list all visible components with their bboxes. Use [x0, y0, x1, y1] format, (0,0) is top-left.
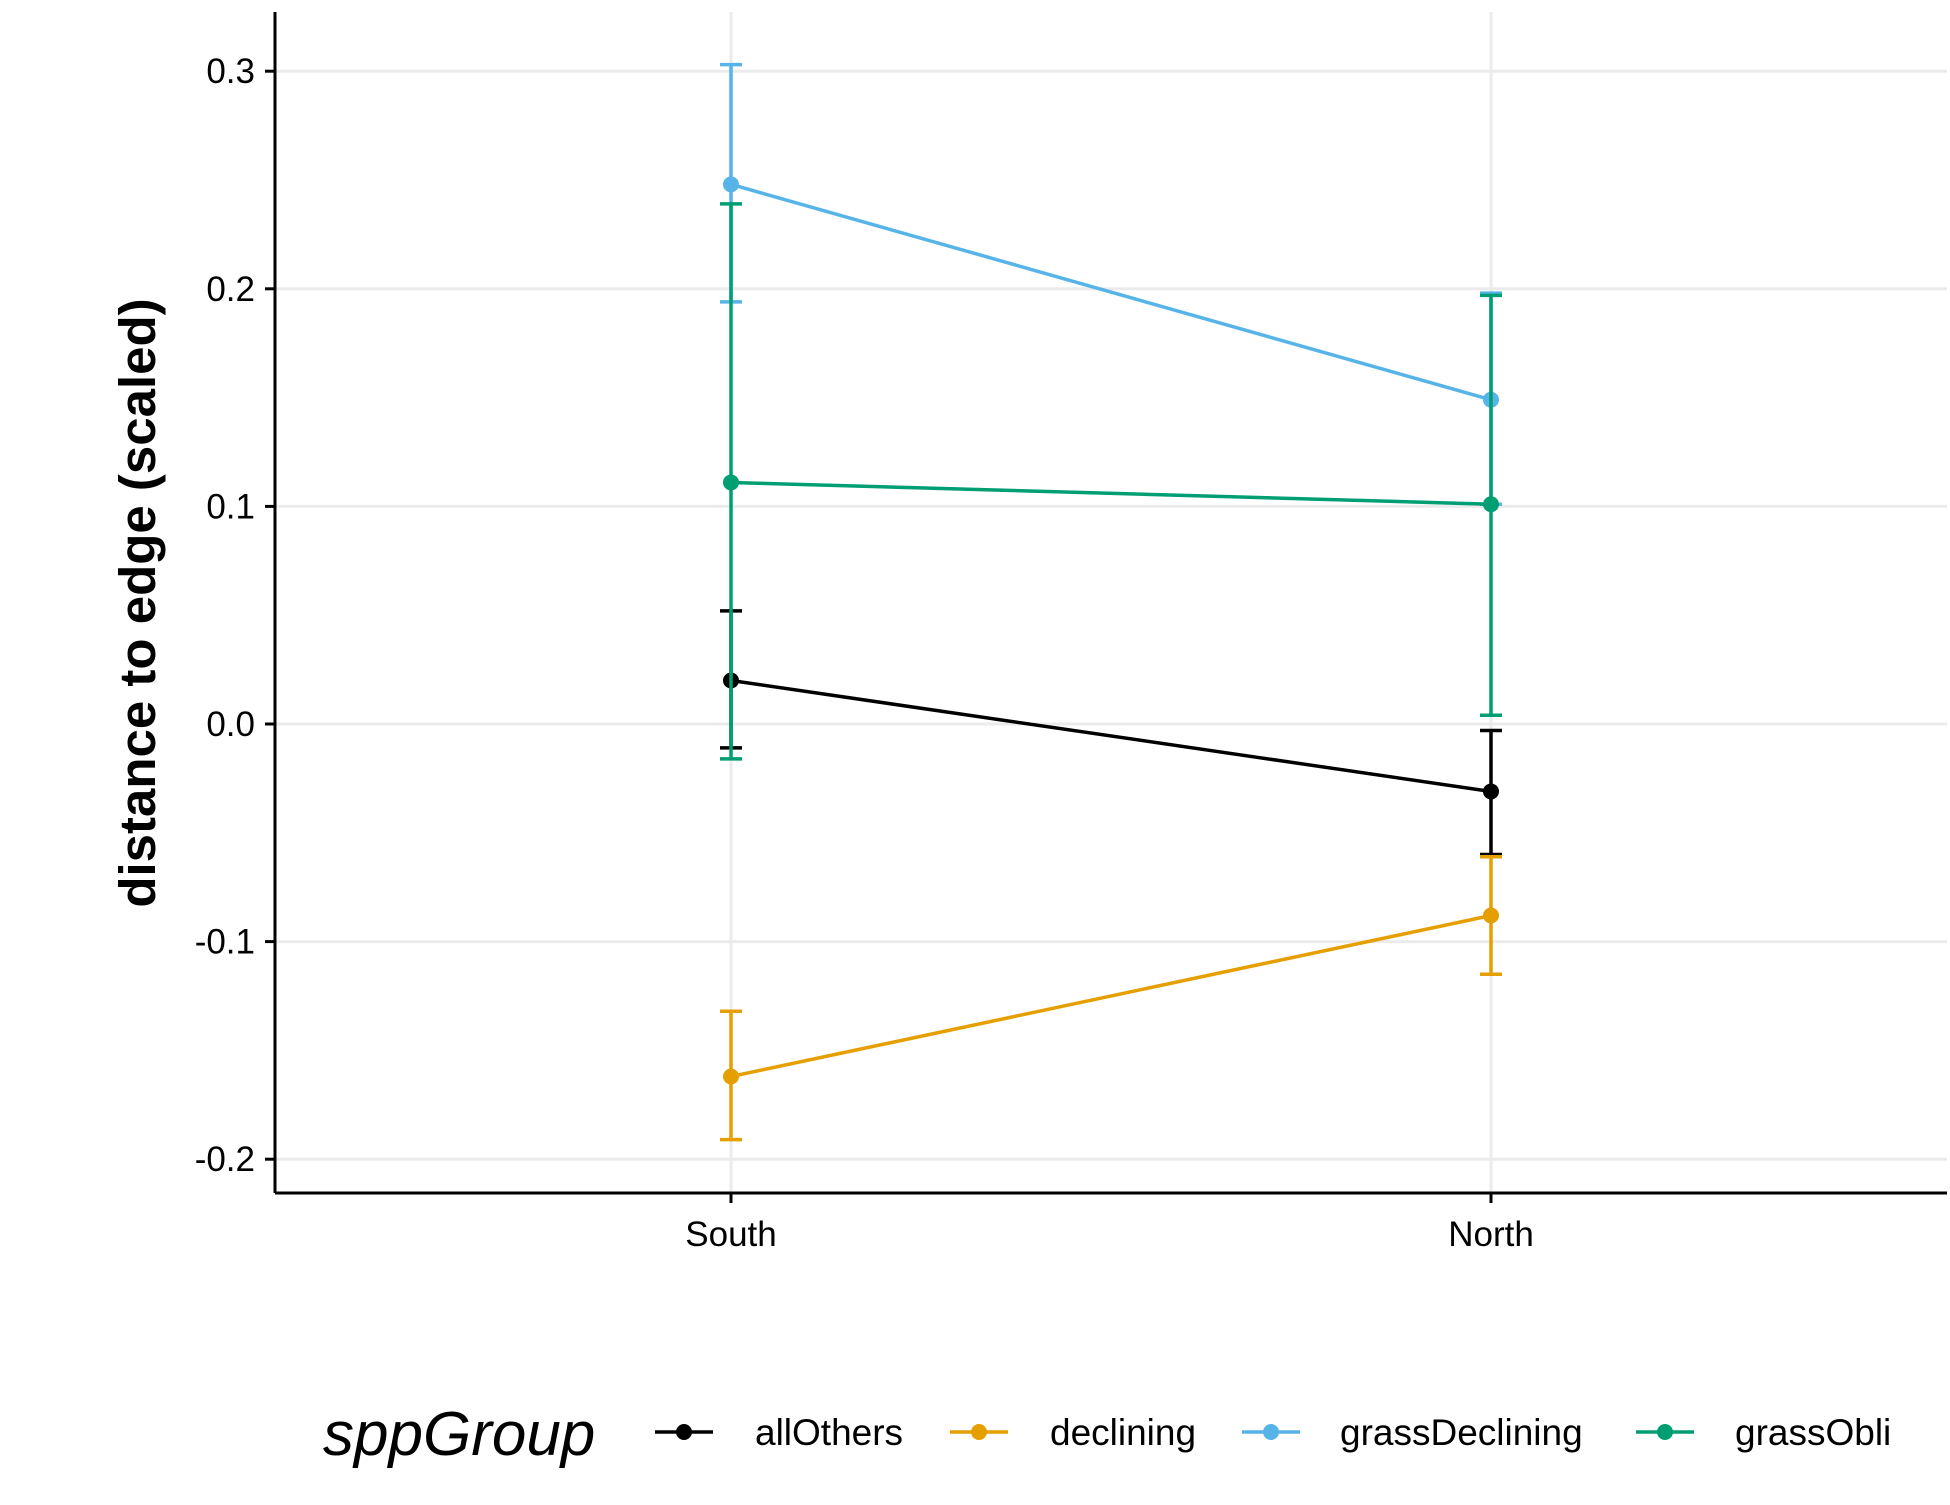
grid-lines: [275, 12, 1947, 1193]
legend-label: declining: [1050, 1412, 1196, 1453]
legend-label: grassDeclining: [1340, 1412, 1583, 1453]
legend-key-point: [676, 1424, 692, 1440]
series-allOthers: [720, 609, 1502, 857]
data-point: [723, 1068, 739, 1085]
x-tick-label: North: [1448, 1215, 1534, 1254]
legend-label: grassObli: [1735, 1412, 1891, 1453]
y-axis-label: distance to edge (scaled): [109, 298, 166, 907]
legend-item-grassObli: grassObli: [1636, 1412, 1891, 1453]
series-line: [730, 182, 1492, 402]
series-grassObli: [720, 202, 1502, 761]
plot-series: [720, 62, 1502, 1142]
legend-key-point: [1263, 1424, 1279, 1440]
data-point: [1483, 496, 1499, 513]
y-tick-label: 0.2: [206, 270, 255, 309]
legend-title: sppGroup: [323, 1400, 595, 1469]
y-tick-label: 0.0: [206, 705, 255, 744]
legend-item-allOthers: allOthers: [655, 1412, 903, 1453]
x-tick-label: South: [685, 1215, 776, 1254]
legend: sppGroup allOthers declining grassDeclinin…: [323, 1400, 1891, 1469]
axes: [273, 12, 1947, 1195]
series-line: [730, 678, 1492, 794]
legend-key-point: [1657, 1424, 1673, 1440]
series-grassDeclining: [720, 62, 1502, 506]
data-point: [1483, 783, 1499, 800]
legend-item-grassDeclining: grassDeclining: [1242, 1412, 1583, 1453]
series-line: [730, 913, 1492, 1079]
data-point: [723, 176, 739, 193]
series-line: [730, 480, 1492, 506]
y-tick-label: 0.3: [206, 52, 255, 91]
series-declining: [720, 854, 1502, 1142]
y-tick-label: 0.1: [206, 487, 255, 526]
data-point: [1483, 907, 1499, 924]
legend-label: allOthers: [755, 1412, 903, 1453]
legend-key-point: [971, 1424, 987, 1440]
y-tick-label: -0.1: [195, 923, 255, 962]
legend-item-declining: declining: [950, 1412, 1196, 1453]
y-ticks: -0.2 -0.1 0.0 0.1 0.2 0.3: [195, 52, 275, 1179]
data-point: [723, 474, 739, 491]
y-tick-label: -0.2: [195, 1140, 255, 1179]
x-ticks: South North: [685, 1193, 1534, 1254]
